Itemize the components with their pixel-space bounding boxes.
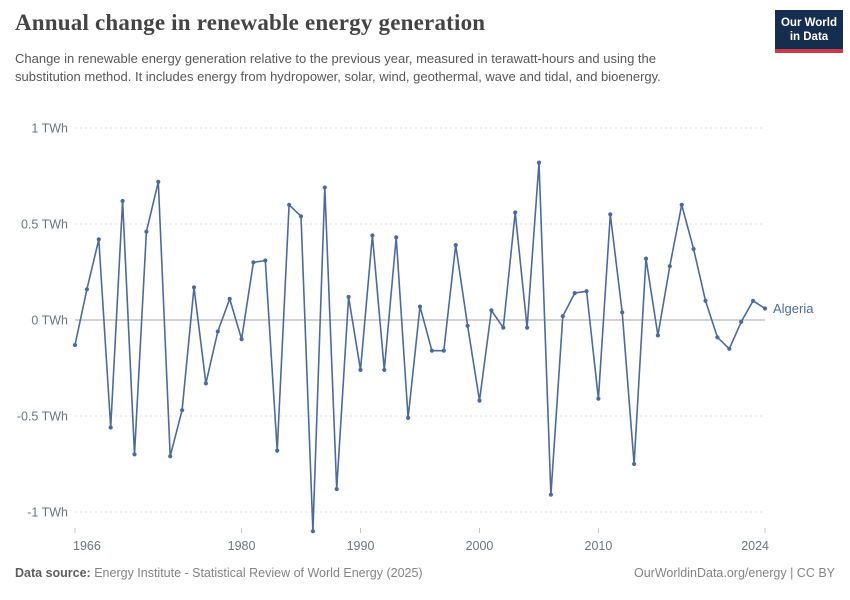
data-point-1970[interactable]	[120, 198, 125, 204]
x-axis-label-2000: 2000	[466, 539, 494, 553]
data-point-2024[interactable]	[762, 306, 768, 311]
data-point-1997[interactable]	[441, 348, 446, 353]
data-point-1994[interactable]	[406, 415, 411, 420]
data-point-1993[interactable]	[394, 235, 399, 240]
series-line-algeria[interactable]	[74, 161, 766, 532]
data-point-1986[interactable]	[310, 529, 315, 534]
data-point-2007[interactable]	[560, 314, 565, 319]
x-axis-label-2024: 2024	[741, 539, 769, 553]
data-point-1966[interactable]	[72, 342, 78, 348]
data-point-1985[interactable]	[298, 214, 304, 219]
owid-logo: Our World in Data	[775, 10, 843, 53]
data-point-2000[interactable]	[477, 398, 482, 403]
x-axis-label-1966: 1966	[73, 539, 101, 553]
data-point-1989[interactable]	[346, 294, 351, 300]
data-point-1998[interactable]	[453, 243, 458, 248]
y-axis-label--0.5 TWh: -0.5 TWh	[17, 410, 68, 424]
data-point-2019[interactable]	[703, 298, 708, 303]
credit-link[interactable]: OurWorldinData.org/energy | CC BY	[633, 566, 835, 580]
y-axis-label--1 TWh: -1 TWh	[27, 506, 68, 520]
data-point-1977[interactable]	[203, 381, 208, 386]
data-point-2018[interactable]	[691, 246, 696, 252]
data-point-2006[interactable]	[548, 492, 554, 497]
data-point-1974[interactable]	[168, 454, 173, 459]
data-point-1975[interactable]	[180, 408, 185, 413]
chart-footer: Data source: Energy Institute - Statisti…	[15, 566, 835, 580]
data-source-label: Data source:	[15, 566, 91, 580]
data-point-1992[interactable]	[382, 367, 387, 372]
data-point-1983[interactable]	[275, 448, 280, 453]
x-axis-label-1990: 1990	[347, 539, 375, 553]
data-point-2005[interactable]	[536, 160, 542, 165]
data-point-1995[interactable]	[417, 304, 423, 309]
data-point-1991[interactable]	[370, 233, 375, 238]
data-point-1967[interactable]	[84, 287, 89, 292]
data-point-2023[interactable]	[751, 298, 756, 303]
entity-label-algeria[interactable]: Algeria	[773, 301, 814, 316]
data-point-1976[interactable]	[191, 285, 197, 290]
y-axis-label-0 TWh: 0 TWh	[31, 314, 68, 328]
data-point-1968[interactable]	[96, 237, 101, 242]
data-point-2012[interactable]	[620, 310, 625, 315]
data-point-2020[interactable]	[715, 335, 720, 340]
data-point-2003[interactable]	[513, 210, 518, 215]
data-point-2017[interactable]	[679, 202, 684, 207]
x-axis-label-2010: 2010	[585, 539, 613, 553]
data-point-1990[interactable]	[358, 367, 363, 372]
data-point-2022[interactable]	[739, 319, 744, 324]
x-axis-label-1980: 1980	[228, 539, 256, 553]
data-point-2016[interactable]	[667, 264, 672, 269]
data-point-2002[interactable]	[501, 325, 506, 330]
data-point-2004[interactable]	[525, 325, 530, 330]
data-point-2008[interactable]	[572, 291, 577, 296]
data-point-1971[interactable]	[132, 452, 137, 457]
data-source-text: Energy Institute - Statistical Review of…	[90, 566, 423, 580]
page-title: Annual change in renewable energy genera…	[15, 10, 486, 35]
y-axis-label-1 TWh: 1 TWh	[31, 122, 68, 136]
data-point-1999[interactable]	[465, 323, 470, 328]
data-point-1969[interactable]	[108, 425, 113, 430]
data-point-1973[interactable]	[156, 179, 161, 184]
data-point-2021[interactable]	[727, 346, 732, 351]
data-source-note: Data source: Energy Institute - Statisti…	[15, 566, 423, 580]
data-point-1981[interactable]	[251, 260, 256, 265]
data-point-2013[interactable]	[632, 461, 637, 467]
data-point-2015[interactable]	[655, 333, 661, 338]
data-point-1979[interactable]	[227, 296, 232, 301]
chart-subtitle: Change in renewable energy generation re…	[15, 51, 661, 85]
data-point-1982[interactable]	[263, 258, 268, 263]
data-point-1987[interactable]	[322, 185, 327, 190]
data-point-2014[interactable]	[643, 256, 649, 261]
owid-logo-line2: in Data	[789, 31, 829, 43]
owid-logo-line1: Our World	[780, 17, 837, 29]
data-point-1996[interactable]	[429, 348, 434, 353]
data-point-1980[interactable]	[239, 337, 244, 342]
data-point-1984[interactable]	[287, 202, 292, 207]
data-point-2011[interactable]	[608, 212, 613, 217]
data-point-2009[interactable]	[584, 289, 589, 294]
data-point-2010[interactable]	[596, 396, 601, 401]
data-point-1978[interactable]	[215, 329, 220, 334]
data-point-1972[interactable]	[144, 229, 149, 234]
y-axis-label-0.5 TWh: 0.5 TWh	[21, 218, 68, 232]
data-point-2001[interactable]	[489, 308, 494, 313]
data-point-1988[interactable]	[334, 486, 339, 492]
